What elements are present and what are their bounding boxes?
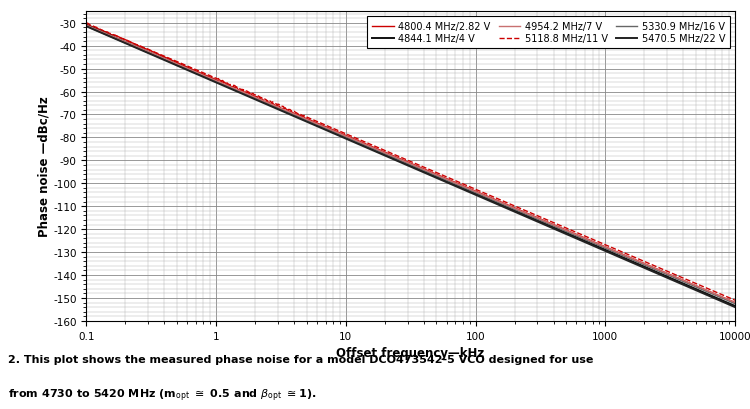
4844.1 MHz/4 V [570, 234, 579, 239]
5118.8 MHz/11 V [515, 206, 524, 211]
Text: 2. This plot shows the measured phase noise for a model DCO473542-5 VCO designed: 2. This plot shows the measured phase no… [8, 354, 592, 364]
X-axis label: Offset frequency—kHz: Offset frequency—kHz [337, 346, 484, 359]
4954.2 MHz/7 V [515, 208, 524, 213]
4954.2 MHz/7 V [730, 300, 740, 305]
4800.4 MHz/2.82 V [82, 22, 91, 27]
Legend: 4800.4 MHz/2.82 V, 4844.1 MHz/4 V, 4954.2 MHz/7 V, 5118.8 MHz/11 V, 5330.9 MHz/1: 4800.4 MHz/2.82 V, 4844.1 MHz/4 V, 4954.… [368, 17, 730, 49]
5470.5 MHz/22 V [248, 97, 257, 101]
5118.8 MHz/11 V [375, 146, 384, 151]
5118.8 MHz/11 V [248, 92, 257, 97]
5330.9 MHz/16 V [515, 209, 524, 214]
5330.9 MHz/16 V [464, 188, 473, 193]
4844.1 MHz/4 V [248, 96, 257, 101]
5118.8 MHz/11 V [82, 21, 91, 26]
Line: 5118.8 MHz/11 V: 5118.8 MHz/11 V [86, 24, 735, 301]
5470.5 MHz/22 V [570, 236, 579, 240]
4800.4 MHz/2.82 V [196, 72, 206, 76]
5118.8 MHz/11 V [464, 184, 473, 189]
4800.4 MHz/2.82 V [248, 94, 257, 99]
5330.9 MHz/16 V [248, 96, 257, 101]
Line: 4844.1 MHz/4 V: 4844.1 MHz/4 V [86, 26, 735, 306]
5118.8 MHz/11 V [196, 70, 206, 75]
5330.9 MHz/16 V [82, 25, 91, 29]
Text: from 4730 to 5420 MHz (m$_{\mathsf{opt}}$ $\cong$ 0.5 and $\beta_{\mathsf{opt}}$: from 4730 to 5420 MHz (m$_{\mathsf{opt}}… [8, 387, 316, 403]
4800.4 MHz/2.82 V [375, 148, 384, 153]
5330.9 MHz/16 V [570, 233, 579, 238]
4954.2 MHz/7 V [375, 149, 384, 154]
4844.1 MHz/4 V [515, 211, 524, 216]
4954.2 MHz/7 V [464, 187, 473, 191]
4844.1 MHz/4 V [196, 73, 206, 78]
4844.1 MHz/4 V [464, 189, 473, 193]
5470.5 MHz/22 V [82, 25, 91, 29]
4800.4 MHz/2.82 V [730, 300, 740, 305]
Y-axis label: Phase noise —dBc/Hz: Phase noise —dBc/Hz [38, 97, 50, 237]
4844.1 MHz/4 V [82, 24, 91, 29]
5330.9 MHz/16 V [375, 150, 384, 155]
4954.2 MHz/7 V [196, 72, 206, 77]
4844.1 MHz/4 V [730, 304, 740, 309]
5330.9 MHz/16 V [730, 301, 740, 306]
4954.2 MHz/7 V [82, 24, 91, 29]
5470.5 MHz/22 V [515, 212, 524, 217]
Line: 5470.5 MHz/22 V: 5470.5 MHz/22 V [86, 27, 735, 307]
4954.2 MHz/7 V [570, 232, 579, 237]
4800.4 MHz/2.82 V [515, 208, 524, 213]
Line: 4800.4 MHz/2.82 V: 4800.4 MHz/2.82 V [86, 25, 735, 303]
5470.5 MHz/22 V [730, 305, 740, 310]
5118.8 MHz/11 V [730, 298, 740, 303]
Line: 4954.2 MHz/7 V: 4954.2 MHz/7 V [86, 26, 735, 303]
4844.1 MHz/4 V [375, 151, 384, 155]
5330.9 MHz/16 V [196, 74, 206, 79]
5470.5 MHz/22 V [464, 190, 473, 195]
5470.5 MHz/22 V [196, 74, 206, 79]
5118.8 MHz/11 V [570, 229, 579, 234]
5470.5 MHz/22 V [375, 151, 384, 156]
Line: 5330.9 MHz/16 V: 5330.9 MHz/16 V [86, 27, 735, 304]
4800.4 MHz/2.82 V [570, 231, 579, 236]
4800.4 MHz/2.82 V [464, 186, 473, 191]
4954.2 MHz/7 V [248, 95, 257, 100]
